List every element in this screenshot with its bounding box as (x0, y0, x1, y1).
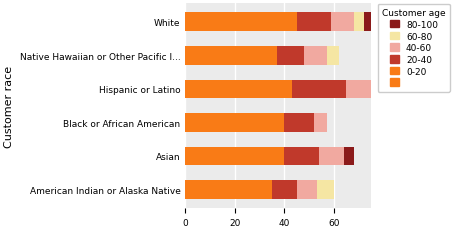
Bar (272, 181, 296, 199)
Bar (316, 181, 333, 199)
Bar (346, 80, 370, 99)
Legend: 80-100, 60-80, 40-60, 20-40, 0-20, : 80-100, 60-80, 40-60, 20-40, 0-20, (377, 5, 449, 92)
Y-axis label: Customer race: Customer race (4, 65, 14, 147)
Bar (296, 181, 316, 199)
Bar (370, 80, 383, 99)
Bar (363, 13, 375, 32)
Bar (185, 181, 272, 199)
Bar (185, 13, 296, 32)
Bar (291, 80, 346, 99)
Bar (331, 13, 353, 32)
Bar (303, 47, 326, 65)
Bar (185, 47, 276, 65)
Bar (353, 13, 363, 32)
Bar (185, 80, 291, 99)
Bar (313, 114, 326, 132)
Bar (185, 147, 284, 165)
Bar (318, 147, 343, 165)
Bar (185, 114, 284, 132)
Bar (276, 47, 303, 65)
Bar (343, 147, 353, 165)
Bar (284, 147, 318, 165)
Bar (383, 80, 393, 99)
Bar (284, 114, 313, 132)
Bar (296, 13, 331, 32)
Bar (326, 47, 338, 65)
